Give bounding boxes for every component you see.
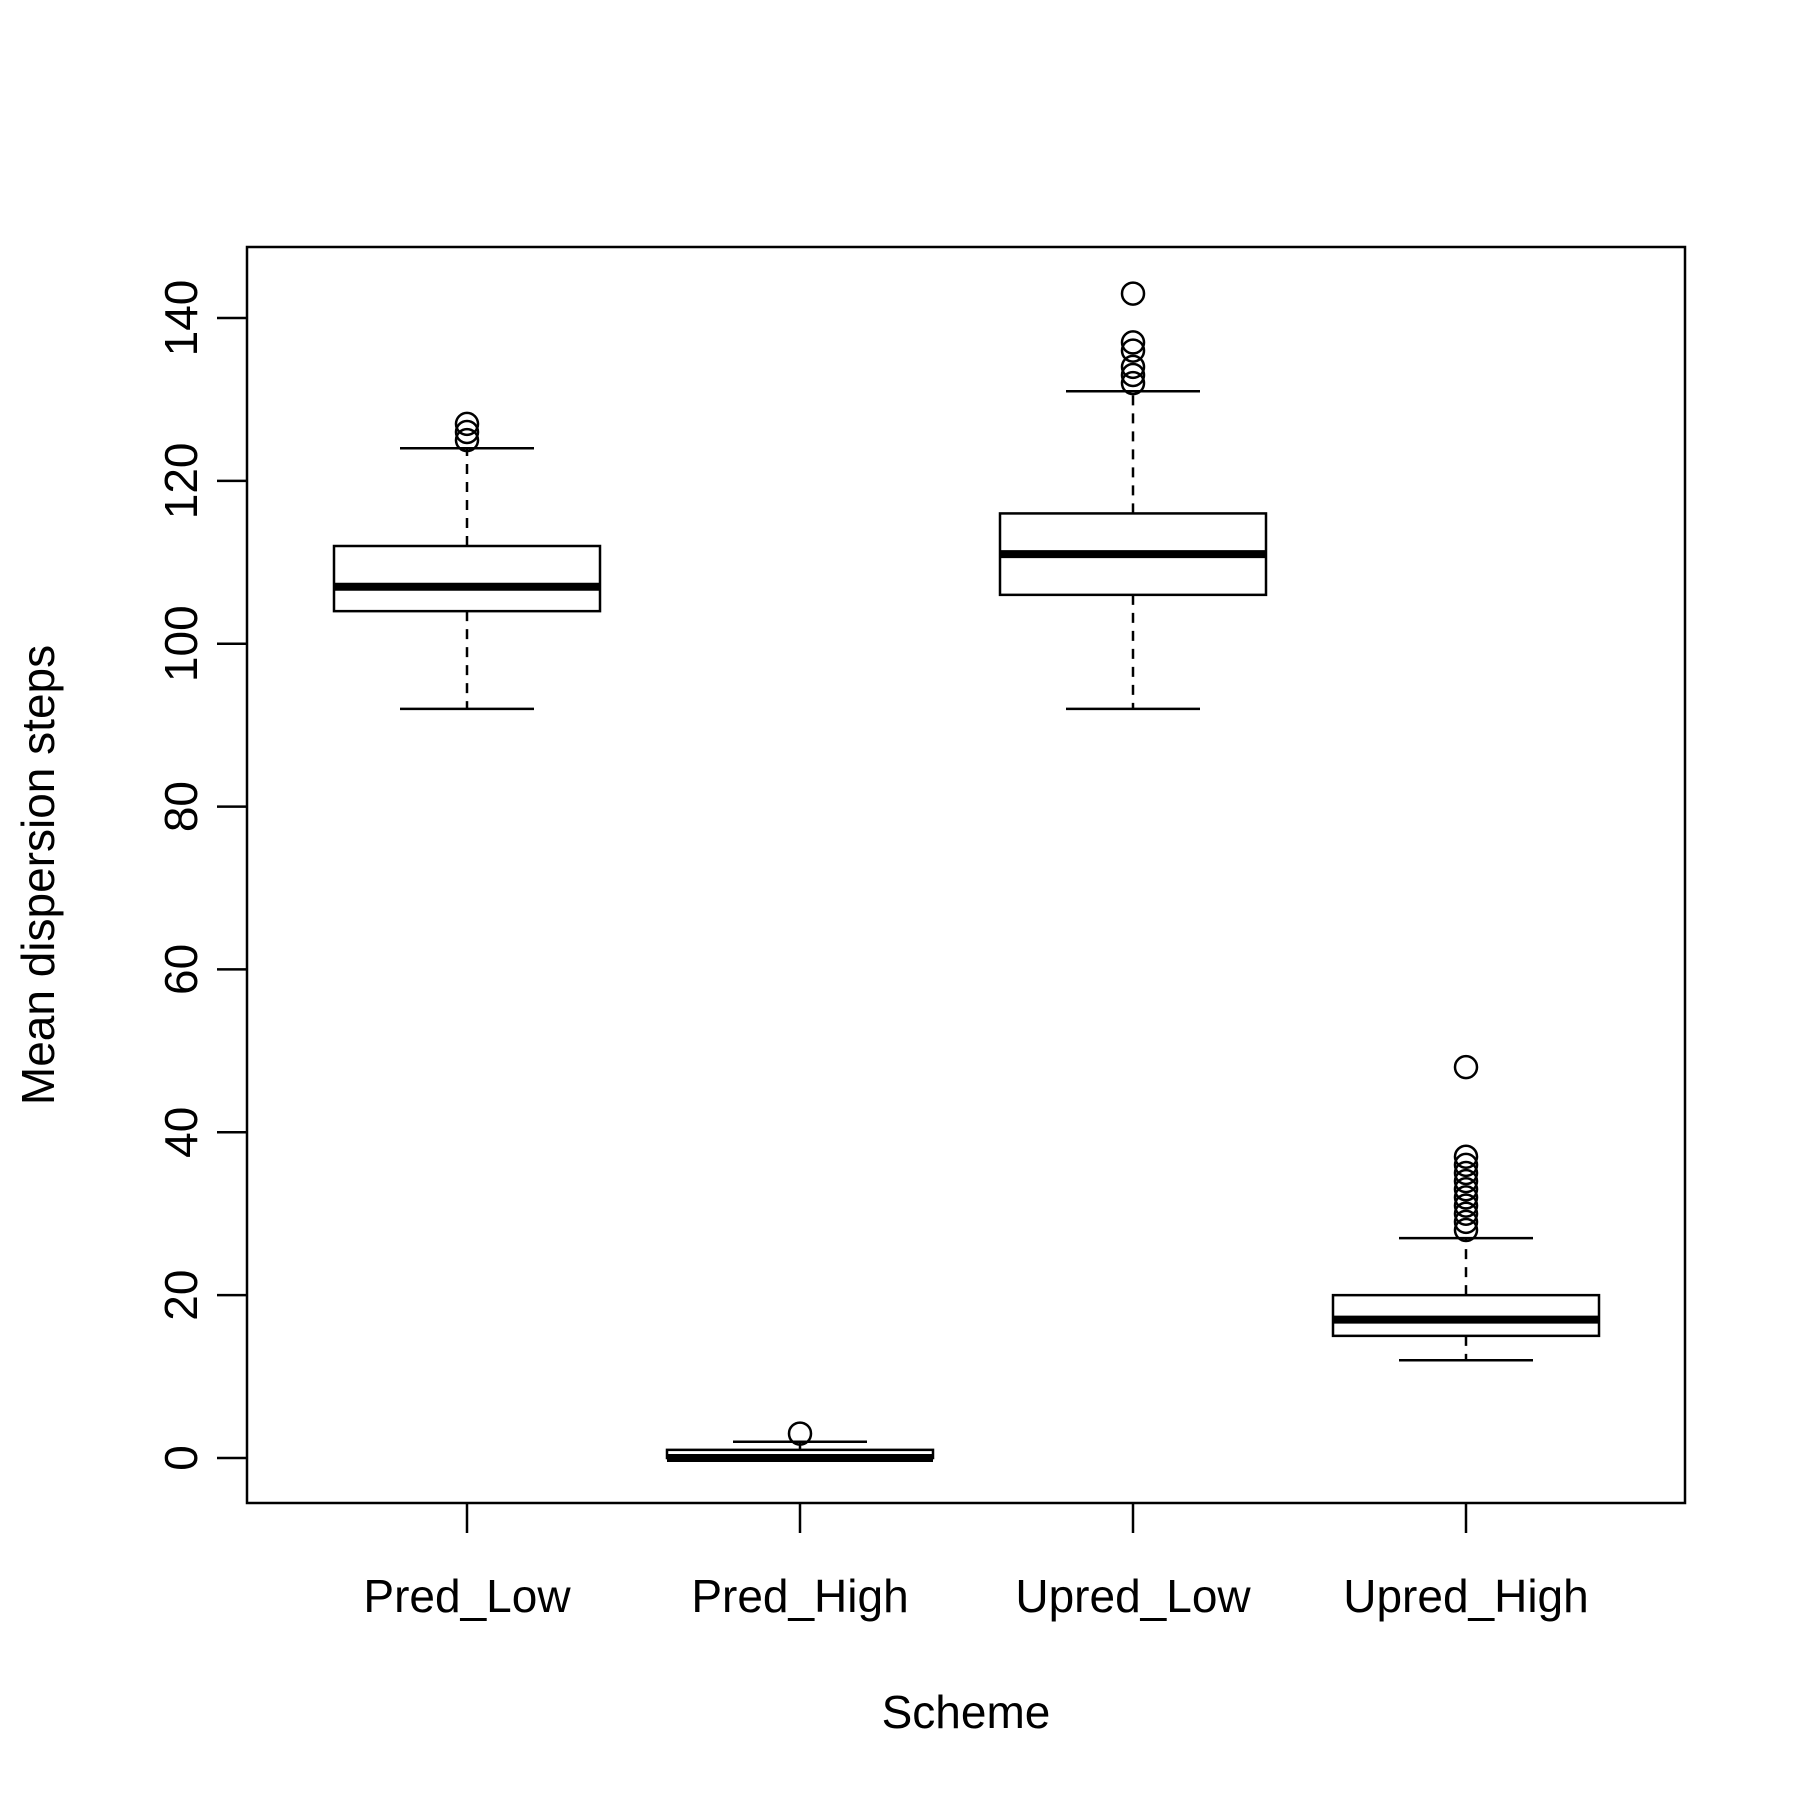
outlier-point (454, 419, 480, 445)
y-tick-label: 60 (155, 944, 207, 995)
outlier-point (1120, 354, 1146, 380)
plot-frame (245, 245, 1687, 1505)
outlier-point (1120, 370, 1146, 396)
y-tick-label: 0 (155, 1445, 207, 1471)
x-tick-label: Pred_High (691, 1570, 908, 1622)
outlier-point (1453, 1152, 1479, 1178)
box-group (665, 1421, 935, 1462)
outlier-point (454, 411, 480, 437)
outlier-point (1120, 362, 1146, 388)
box-group (332, 411, 602, 711)
outlier-point (1120, 338, 1146, 363)
outlier-point (1453, 1193, 1479, 1218)
x-axis-label: Scheme (882, 1686, 1051, 1738)
box-group (1331, 1054, 1601, 1362)
y-tick-label: 120 (155, 442, 207, 519)
outlier-point (1120, 281, 1146, 306)
x-axis: Pred_Low Pred_High Upred_Low Upred_High (363, 1503, 1589, 1622)
boxes (332, 281, 1601, 1462)
x-tick-label: Upred_High (1343, 1570, 1588, 1622)
outlier-point (1453, 1177, 1479, 1202)
outlier-point (1453, 1054, 1479, 1080)
outlier-point (1453, 1217, 1479, 1243)
outlier-point (787, 1421, 813, 1446)
y-axis: 0 20 40 60 80 100 120 140 (155, 280, 247, 1471)
outlier-point (1453, 1209, 1479, 1235)
outlier-point (1120, 330, 1146, 355)
y-tick-label: 100 (155, 605, 207, 682)
x-tick-label: Pred_Low (363, 1570, 571, 1622)
outlier-point (1453, 1160, 1479, 1186)
y-tick-label: 140 (155, 280, 207, 357)
y-tick-label: 80 (155, 781, 207, 832)
outlier-point (1453, 1185, 1479, 1210)
outlier-point (1453, 1201, 1479, 1226)
y-axis-label: Mean dispersion steps (12, 645, 64, 1105)
y-tick-label: 20 (155, 1270, 207, 1321)
box-group (998, 281, 1268, 711)
box-iqr (332, 544, 602, 613)
outlier-point (1453, 1144, 1479, 1169)
y-tick-label: 40 (155, 1107, 207, 1158)
box-iqr (1331, 1293, 1601, 1338)
x-tick-label: Upred_Low (1015, 1570, 1251, 1622)
outlier-point (454, 427, 480, 453)
outlier-point (1453, 1168, 1479, 1194)
